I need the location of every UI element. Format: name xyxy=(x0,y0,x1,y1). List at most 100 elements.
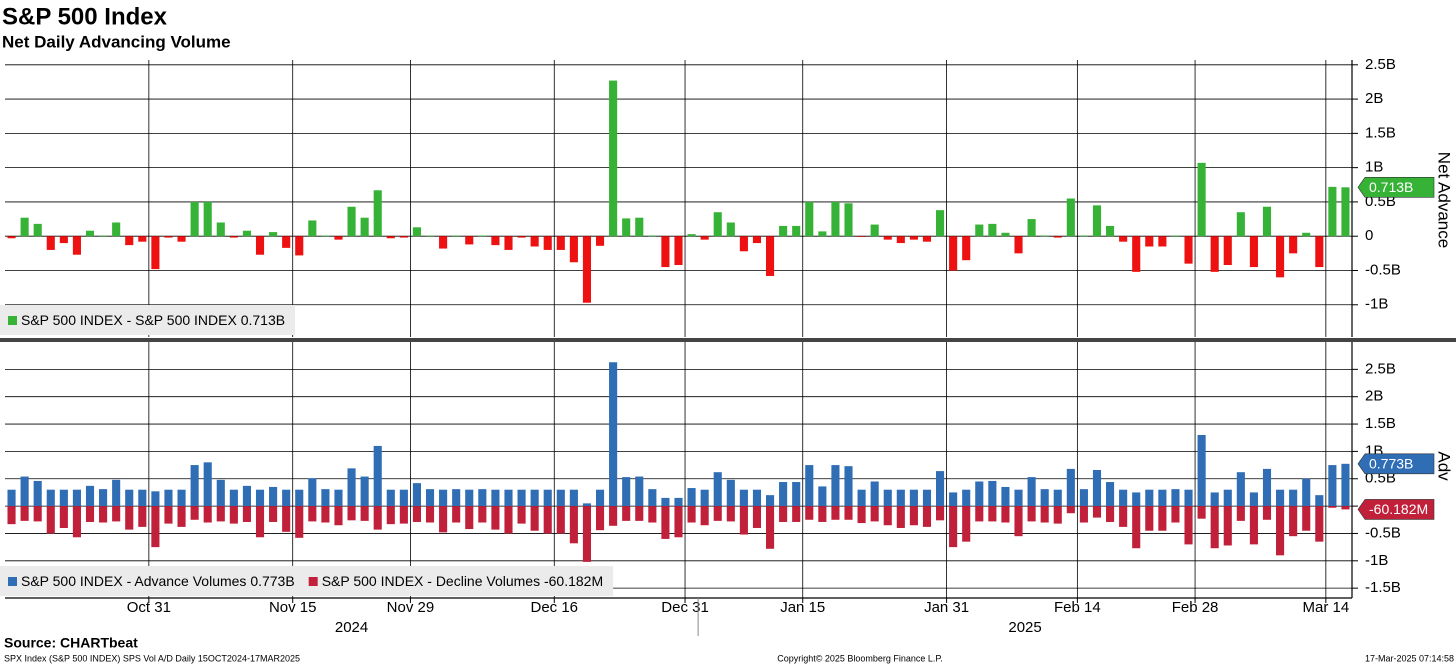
bar xyxy=(1092,470,1102,507)
x-tick-label: Feb 14 xyxy=(1054,599,1101,616)
bar xyxy=(164,506,173,524)
bar xyxy=(242,230,251,237)
chart-subtitle: Net Daily Advancing Volume xyxy=(2,32,231,51)
bar xyxy=(674,497,683,507)
bar xyxy=(530,489,539,507)
bar xyxy=(726,222,735,237)
bar xyxy=(360,217,369,237)
bar xyxy=(269,506,278,522)
bar xyxy=(46,506,55,534)
bar xyxy=(779,506,788,522)
x-tick-label: Jan 15 xyxy=(780,599,825,616)
bar xyxy=(765,236,775,276)
bar xyxy=(1106,482,1115,507)
bar xyxy=(1302,506,1311,531)
bar xyxy=(1014,236,1023,254)
bar xyxy=(622,218,631,237)
bar xyxy=(478,235,487,237)
bar xyxy=(112,222,121,237)
bar xyxy=(1158,236,1167,247)
bar xyxy=(1249,492,1258,507)
bar xyxy=(517,236,526,238)
bar xyxy=(425,506,435,523)
bar xyxy=(949,506,958,548)
bar xyxy=(569,236,578,263)
bar xyxy=(46,236,55,250)
bar xyxy=(1132,492,1141,507)
bar xyxy=(949,236,958,271)
bar xyxy=(713,212,722,237)
bar xyxy=(399,506,408,524)
bar xyxy=(1236,212,1245,237)
bar xyxy=(216,222,225,237)
bar xyxy=(922,236,932,242)
bar xyxy=(805,506,814,520)
legend-swatch xyxy=(8,577,17,586)
bar xyxy=(282,506,291,532)
bar xyxy=(1341,506,1350,510)
bar xyxy=(909,489,918,507)
footnote: SPX Index (S&P 500 INDEX) SPS Vol A/D Da… xyxy=(4,653,300,663)
bar xyxy=(112,506,121,522)
bar xyxy=(1119,506,1128,527)
bar xyxy=(1249,506,1258,545)
bar xyxy=(700,506,709,526)
bar xyxy=(269,232,278,237)
bar xyxy=(504,489,513,507)
bar xyxy=(1184,506,1193,545)
bar xyxy=(831,506,840,520)
value-tag-label: 0.713B xyxy=(1369,179,1413,195)
bar xyxy=(687,506,696,523)
bar xyxy=(59,506,68,528)
bar xyxy=(1210,236,1219,272)
bar xyxy=(1197,434,1206,507)
bar xyxy=(792,482,801,507)
bar xyxy=(229,236,238,238)
bar xyxy=(216,479,225,507)
bar xyxy=(85,230,95,237)
bar xyxy=(1315,506,1324,542)
y-tick-label: -1.5B xyxy=(1365,579,1401,596)
x-year-label: 2024 xyxy=(335,619,368,636)
bar xyxy=(935,506,945,521)
x-tick-label: Dec 31 xyxy=(661,599,709,616)
bar xyxy=(779,482,788,507)
bar xyxy=(726,479,735,507)
legend-value: 0.773B xyxy=(250,573,294,589)
bar xyxy=(635,506,644,521)
bar xyxy=(1236,506,1245,521)
bar xyxy=(1184,489,1193,507)
bar xyxy=(465,489,474,507)
legend-value: 0.713B xyxy=(241,312,285,328)
bar xyxy=(203,462,212,507)
bar xyxy=(674,236,683,266)
bar xyxy=(1197,506,1206,519)
legend-background xyxy=(0,305,296,335)
bar xyxy=(1315,495,1324,507)
timestamp: 17-Mar-2025 07:14:58 xyxy=(1365,653,1454,663)
bar xyxy=(1119,236,1128,242)
bar xyxy=(99,235,108,237)
bar xyxy=(844,466,853,507)
bar xyxy=(334,506,343,526)
bar xyxy=(1328,506,1337,508)
bar xyxy=(386,506,395,525)
bar xyxy=(412,506,422,522)
bar xyxy=(1276,236,1285,278)
bar xyxy=(7,506,16,525)
bar xyxy=(1132,236,1141,272)
bar xyxy=(99,506,108,523)
bar xyxy=(805,201,814,237)
bar xyxy=(465,506,474,530)
bar xyxy=(700,236,709,240)
bar xyxy=(321,235,330,237)
bar xyxy=(1132,506,1141,549)
value-tag xyxy=(1357,453,1435,475)
bar xyxy=(1158,489,1167,507)
bar xyxy=(1223,236,1232,266)
bar xyxy=(1236,472,1245,507)
bar xyxy=(648,506,657,523)
bar xyxy=(282,236,291,248)
value-tag-label: -60.182M xyxy=(1369,501,1428,517)
bar xyxy=(491,236,500,246)
